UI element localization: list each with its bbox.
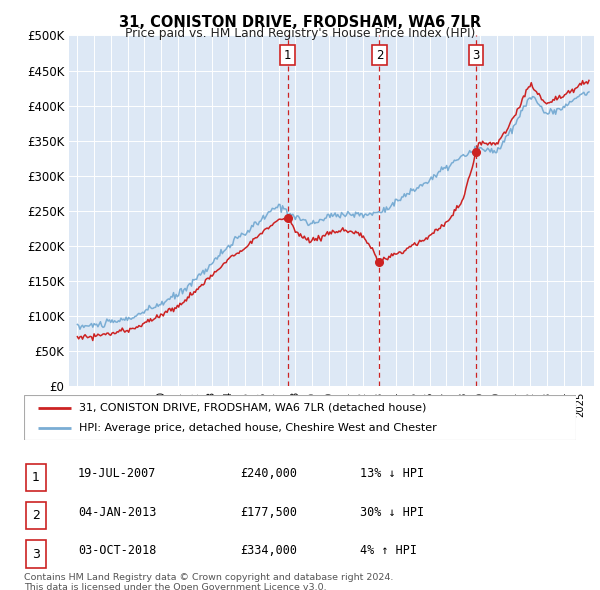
Text: 31, CONISTON DRIVE, FRODSHAM, WA6 7LR: 31, CONISTON DRIVE, FRODSHAM, WA6 7LR — [119, 15, 481, 30]
FancyBboxPatch shape — [24, 395, 576, 440]
Text: 03-OCT-2018: 03-OCT-2018 — [78, 544, 157, 557]
Text: 3: 3 — [472, 48, 479, 61]
FancyBboxPatch shape — [26, 464, 46, 491]
Text: This data is licensed under the Open Government Licence v3.0.: This data is licensed under the Open Gov… — [24, 583, 326, 590]
Text: 1: 1 — [32, 471, 40, 484]
Text: 2: 2 — [376, 48, 383, 61]
Text: Price paid vs. HM Land Registry's House Price Index (HPI): Price paid vs. HM Land Registry's House … — [125, 27, 475, 40]
Text: HPI: Average price, detached house, Cheshire West and Chester: HPI: Average price, detached house, Ches… — [79, 424, 437, 434]
FancyBboxPatch shape — [26, 502, 46, 529]
Text: 04-JAN-2013: 04-JAN-2013 — [78, 506, 157, 519]
Text: 3: 3 — [32, 548, 40, 560]
Text: 13% ↓ HPI: 13% ↓ HPI — [360, 467, 424, 480]
Text: 1: 1 — [284, 48, 292, 61]
Text: £334,000: £334,000 — [240, 544, 297, 557]
Text: £177,500: £177,500 — [240, 506, 297, 519]
Text: 31, CONISTON DRIVE, FRODSHAM, WA6 7LR (detached house): 31, CONISTON DRIVE, FRODSHAM, WA6 7LR (d… — [79, 403, 427, 412]
Text: 30% ↓ HPI: 30% ↓ HPI — [360, 506, 424, 519]
Text: Contains HM Land Registry data © Crown copyright and database right 2024.: Contains HM Land Registry data © Crown c… — [24, 573, 394, 582]
Text: £240,000: £240,000 — [240, 467, 297, 480]
Text: 2: 2 — [32, 509, 40, 522]
Text: 4% ↑ HPI: 4% ↑ HPI — [360, 544, 417, 557]
Text: 19-JUL-2007: 19-JUL-2007 — [78, 467, 157, 480]
FancyBboxPatch shape — [26, 540, 46, 568]
